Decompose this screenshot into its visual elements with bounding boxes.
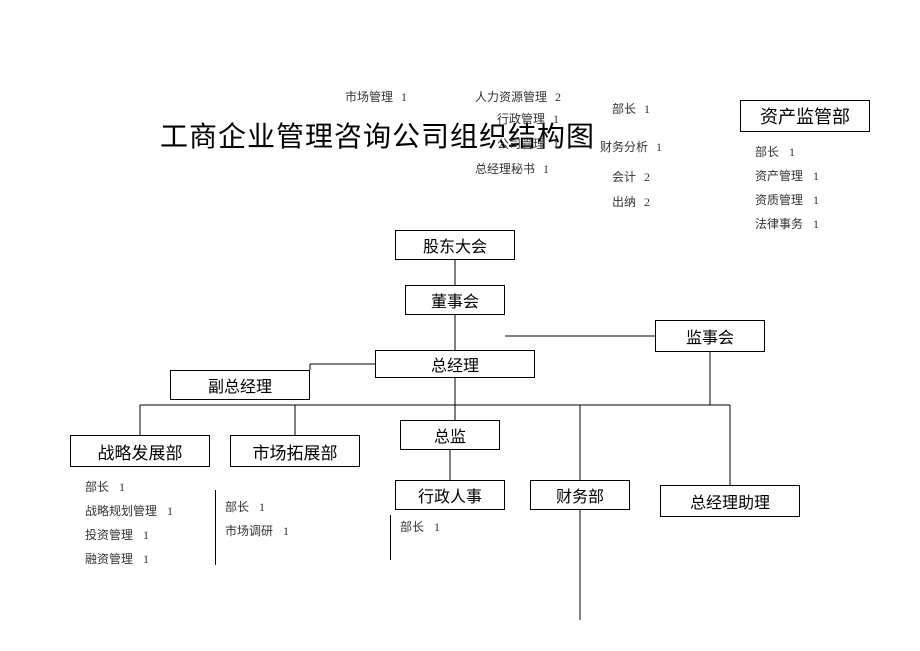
- node-gm-assistant: 总经理助理: [660, 485, 800, 517]
- market-dept-list: 部长1 市场调研1: [225, 495, 289, 543]
- label-cashier: 出纳2: [612, 193, 650, 210]
- node-market-dept: 市场拓展部: [230, 435, 360, 467]
- node-exec-dir: 总监: [400, 420, 500, 450]
- node-finance: 财务部: [530, 480, 630, 510]
- label-market-mgmt: 市场管理1: [345, 88, 407, 105]
- label-admin-mgmt: 行政管理1: [497, 110, 559, 127]
- label-hr-mgmt: 人力资源管理2: [475, 88, 561, 105]
- divider-admin-list: [390, 515, 391, 560]
- node-admin-hr: 行政人事: [395, 480, 505, 510]
- node-strategy-dept: 战略发展部: [70, 435, 210, 467]
- label-company-mgmt: 公司管理1: [497, 135, 559, 152]
- node-shareholders: 股东大会: [395, 230, 515, 260]
- node-supervisors: 监事会: [655, 320, 765, 352]
- label-fin-analysis: 财务分析1: [600, 138, 662, 155]
- strategy-dept-list: 部长1 战略规划管理1 投资管理1 融资管理1: [85, 475, 173, 571]
- node-board: 董事会: [405, 285, 505, 315]
- label-dir: 部长1: [612, 100, 650, 117]
- node-asset-dept: 资产监管部: [740, 100, 870, 132]
- asset-dept-list: 部长1 资产管理1 资质管理1 法律事务1: [755, 140, 819, 236]
- divider-market-list: [215, 490, 216, 565]
- node-gm: 总经理: [375, 350, 535, 378]
- label-ceo-secretary: 总经理秘书1: [475, 160, 549, 177]
- label-accountant: 会计2: [612, 168, 650, 185]
- admin-hr-list: 部长1: [400, 515, 440, 539]
- node-deputy-gm: 副总经理: [170, 370, 310, 400]
